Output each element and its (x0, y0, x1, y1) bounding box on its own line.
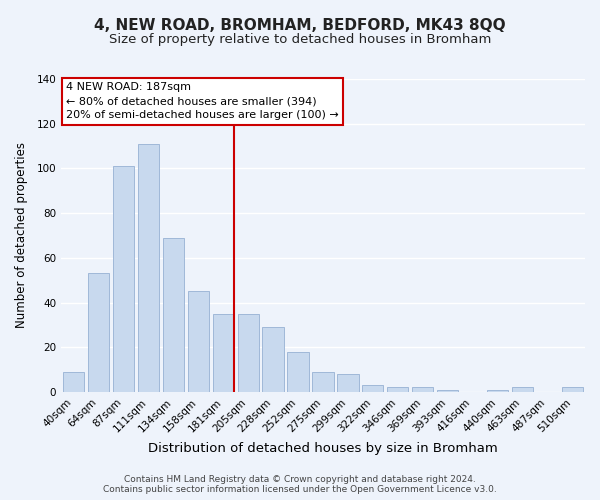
Text: Contains HM Land Registry data © Crown copyright and database right 2024.: Contains HM Land Registry data © Crown c… (124, 475, 476, 484)
Bar (88, 274, 109, 392)
X-axis label: Distribution of detached houses by size in Bromham: Distribution of detached houses by size … (148, 442, 498, 455)
Bar (238, 314, 259, 392)
Bar (387, 388, 409, 392)
Bar (337, 374, 359, 392)
Text: Size of property relative to detached houses in Bromham: Size of property relative to detached ho… (109, 32, 491, 46)
Bar (63, 372, 84, 392)
Bar (188, 292, 209, 392)
Bar (512, 388, 533, 392)
Bar (412, 388, 433, 392)
Bar (562, 388, 583, 392)
Text: 4 NEW ROAD: 187sqm
← 80% of detached houses are smaller (394)
20% of semi-detach: 4 NEW ROAD: 187sqm ← 80% of detached hou… (66, 82, 339, 120)
Bar (262, 327, 284, 392)
Bar (163, 238, 184, 392)
Bar (362, 385, 383, 392)
Bar (287, 352, 308, 392)
Text: Contains public sector information licensed under the Open Government Licence v3: Contains public sector information licen… (103, 485, 497, 494)
Bar (313, 372, 334, 392)
Bar (137, 144, 159, 392)
Text: 4, NEW ROAD, BROMHAM, BEDFORD, MK43 8QQ: 4, NEW ROAD, BROMHAM, BEDFORD, MK43 8QQ (94, 18, 506, 32)
Bar (487, 390, 508, 392)
Bar (113, 166, 134, 392)
Bar (212, 314, 234, 392)
Y-axis label: Number of detached properties: Number of detached properties (15, 142, 28, 328)
Bar (437, 390, 458, 392)
